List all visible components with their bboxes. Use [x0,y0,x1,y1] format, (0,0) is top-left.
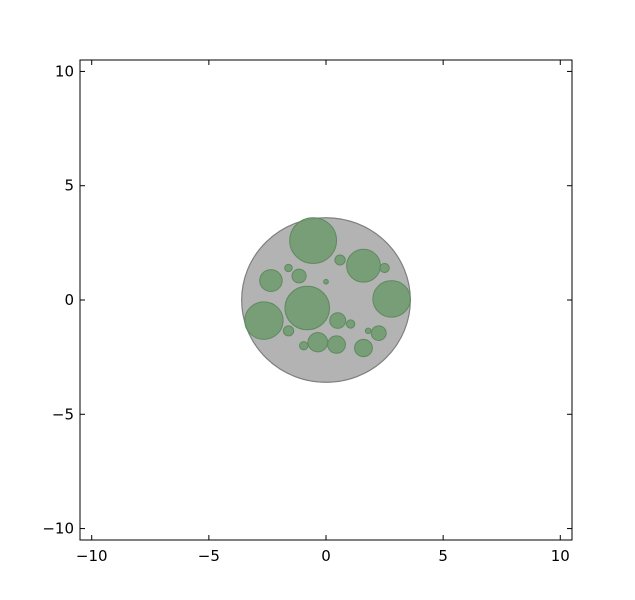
packed-circle-20 [354,338,373,358]
packed-circle-6 [259,269,283,293]
axis-ticks [80,60,572,540]
packed-circle-2 [346,248,381,283]
packed-circle-15 [370,325,387,341]
packed-circle-3 [372,280,411,318]
packed-circle-11 [323,278,329,285]
x-tick-label: −5 [198,547,220,565]
packed-circle-18 [327,335,346,354]
packed-circle-10 [379,262,390,274]
x-tick-label: 10 [551,547,570,565]
packed-circle-7 [291,268,307,284]
packed-circle-17 [307,332,329,353]
x-tick-label: −10 [76,547,108,565]
packed-circle-4 [284,285,331,331]
x-tick-label: 0 [321,547,331,565]
packed-circle-8 [284,263,293,273]
y-tick-label: 10 [55,62,74,80]
packed-circle-14 [364,327,372,335]
packed-circle-13 [345,319,356,329]
y-tick-label: 5 [64,177,74,195]
packed-circle-9 [334,254,346,266]
packed-circle-16 [282,325,295,337]
y-tick-label: 0 [64,291,74,309]
y-tick-label: −5 [52,405,74,423]
plot-marks [241,217,411,383]
packed-circle-5 [244,301,284,340]
packed-circle-1 [289,217,338,264]
y-tick-label: −10 [42,520,74,538]
x-tick-label: 5 [438,547,448,565]
packed-circle-12 [329,312,347,329]
packed-circle-19 [299,341,309,351]
axis-tick-labels: −10 −5 0 5 10 −10 −5 0 5 10 [42,62,569,565]
